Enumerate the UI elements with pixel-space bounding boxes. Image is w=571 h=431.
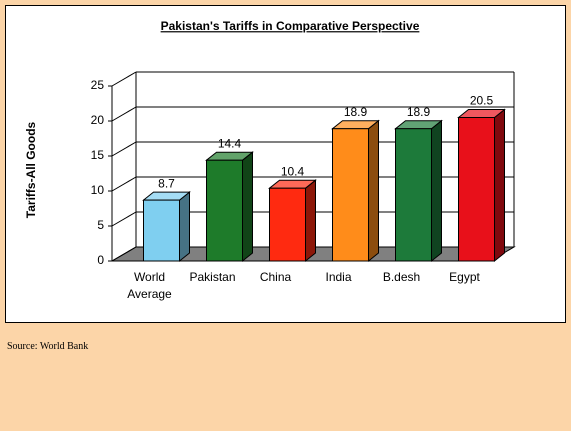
y-tick-label: 0: [97, 253, 104, 267]
y-axis-label: Tariffs-All Goods: [24, 121, 38, 218]
y-tick-label: 5: [97, 218, 104, 232]
grid-line: [111, 176, 137, 192]
bar: [458, 117, 495, 262]
chart-title: Pakistan's Tariffs in Comparative Perspe…: [161, 19, 420, 33]
grid-line: [111, 211, 137, 227]
bar-side: [494, 108, 505, 263]
x-tick-label: China: [259, 270, 292, 284]
bar: [143, 199, 180, 262]
y-tick-label: 20: [91, 113, 105, 127]
x-tick-label: World Average: [127, 270, 172, 301]
bar: [395, 128, 432, 262]
grid-line: [111, 71, 137, 87]
bar: [206, 159, 243, 262]
y-tick-label: 15: [91, 148, 105, 162]
grid-line: [111, 246, 137, 262]
bar-side: [305, 179, 316, 263]
x-tick-label: India: [325, 270, 352, 284]
value-label: 18.9: [407, 105, 431, 119]
bar-side: [368, 119, 379, 263]
x-tick-label: B.desh: [382, 270, 421, 284]
bar: [269, 187, 306, 262]
bar-side: [242, 151, 253, 263]
x-tick-label: Egypt: [449, 270, 480, 284]
y-tick-label: 10: [91, 183, 105, 197]
value-label: 10.4: [281, 164, 305, 178]
bar-side: [431, 119, 442, 263]
grid-line: [111, 106, 137, 122]
source-note: Source: World Bank: [7, 341, 89, 352]
grid-line: [111, 141, 137, 157]
value-label: 20.5: [470, 94, 494, 108]
x-tick-label: Pakistan: [189, 270, 236, 284]
value-label: 18.9: [344, 105, 368, 119]
bar: [332, 128, 369, 262]
y-tick-label: 25: [91, 78, 105, 92]
value-label: 8.7: [158, 176, 175, 190]
value-label: 14.4: [218, 136, 242, 150]
bar-side: [179, 191, 190, 263]
